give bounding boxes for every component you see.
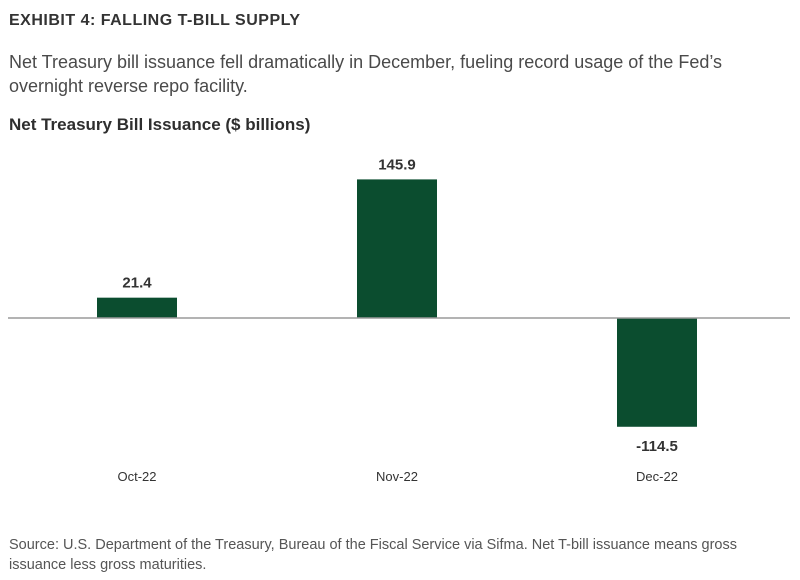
bar	[97, 297, 177, 318]
bar	[357, 179, 437, 318]
data-label: -114.5	[636, 438, 678, 455]
x-tick-label: Dec-22	[636, 469, 678, 484]
chart-subtitle: Net Treasury bill issuance fell dramatic…	[9, 52, 723, 96]
chart-title: Net Treasury Bill Issuance ($ billions)	[9, 115, 311, 134]
x-tick-label: Oct-22	[117, 469, 156, 484]
data-label: 21.4	[122, 275, 152, 292]
data-label: 145.9	[378, 156, 416, 173]
bar	[617, 318, 697, 427]
x-tick-label: Nov-22	[376, 469, 418, 484]
source-note: Source: U.S. Department of the Treasury,…	[9, 537, 737, 573]
exhibit-title: EXHIBIT 4: FALLING T-BILL SUPPLY	[9, 12, 301, 29]
bar-chart: 21.4 Oct-22 145.9 Nov-22 -114.5 Dec-22	[8, 156, 790, 484]
